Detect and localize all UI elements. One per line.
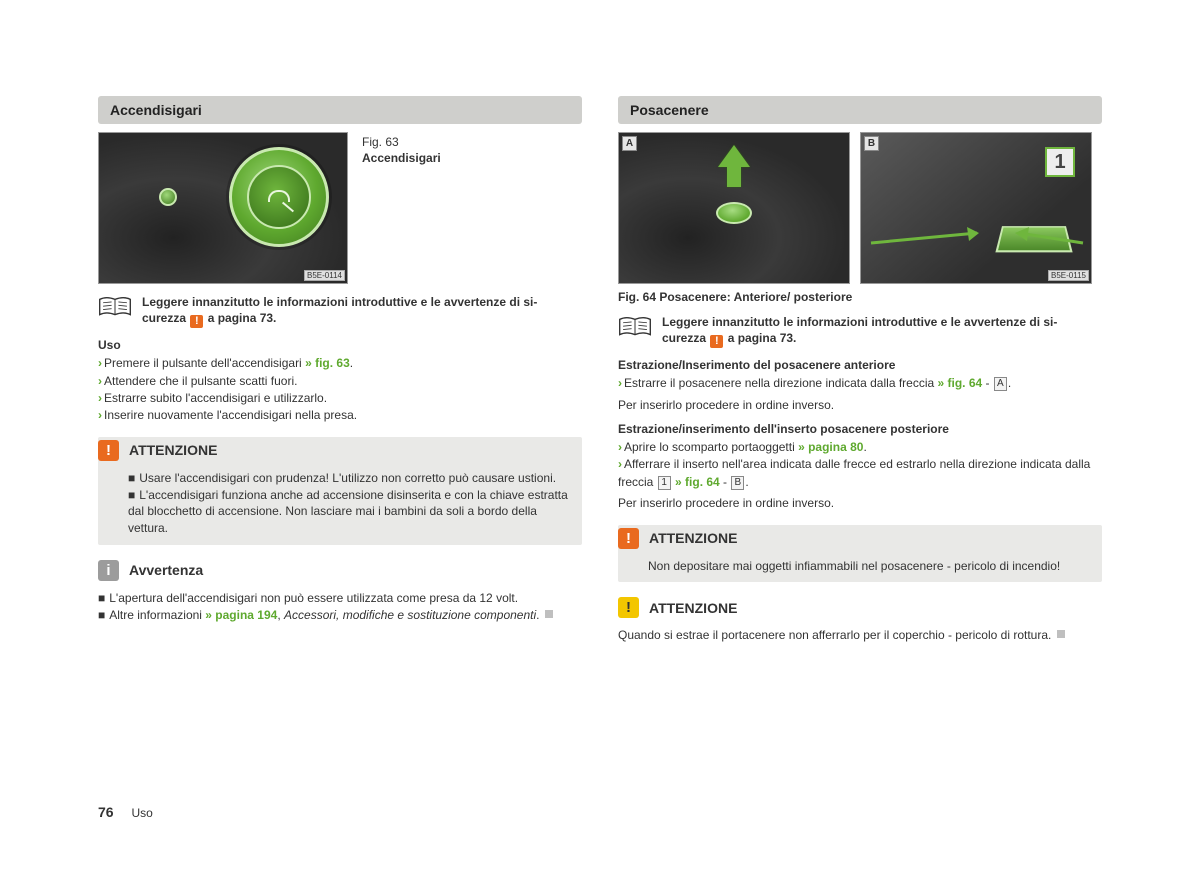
figure-63-title: Accendisigari bbox=[362, 151, 441, 165]
ref-fig64[interactable]: » fig. 64 bbox=[938, 376, 983, 390]
fig-tag-a: A bbox=[622, 136, 637, 151]
warn-icon: ! bbox=[710, 335, 723, 348]
sub1-after: Per inserirlo procedere in ordine invers… bbox=[618, 397, 1102, 414]
sub1-line: ›Estrarre il posacenere nella direzione … bbox=[618, 375, 1102, 392]
warn-icon: ! bbox=[618, 528, 639, 549]
section-header-posacenere: Posacenere bbox=[618, 96, 1102, 124]
warn-icon: ! bbox=[98, 440, 119, 461]
page-footer: 76 Uso bbox=[98, 804, 153, 820]
read-first-right: Leggere innanzitutto le informazioni int… bbox=[618, 314, 1102, 348]
figure-63-label: Fig. 63 bbox=[362, 135, 399, 149]
end-mark-icon bbox=[1057, 630, 1065, 638]
fig-callout-1: 1 bbox=[1045, 147, 1075, 177]
attenzione-right-yellow: ! ATTENZIONE Quando si estrae il portace… bbox=[618, 594, 1102, 652]
key-b: B bbox=[731, 476, 744, 490]
uso-item-4: ›Inserire nuovamente l'accendisigari nel… bbox=[98, 407, 582, 424]
sub2-line2: ›Afferrare il inserto nell'area indicata… bbox=[618, 456, 1102, 491]
sub1-heading: Estrazione/Inserimento del posacenere an… bbox=[618, 358, 1102, 372]
sub2-heading: Estrazione/inserimento dell'inserto posa… bbox=[618, 422, 1102, 436]
sub2-line1: ›Aprire lo scomparto portaoggetti » pagi… bbox=[618, 439, 1102, 456]
uso-item-2: ›Attendere che il pulsante scatti fuori. bbox=[98, 373, 582, 390]
avvertenza-left: i Avvertenza ■L'apertura dell'accendisig… bbox=[98, 557, 582, 632]
fig-tag-b: B bbox=[864, 136, 879, 151]
info-icon: i bbox=[98, 560, 119, 581]
read-first-left: Leggere innanzitutto le informazioni int… bbox=[98, 294, 582, 328]
left-column: Accendisigari B5E-0114 Fig. 63 Accendisi… bbox=[98, 96, 582, 660]
figure-64-block: A B 1 B5E-0115 bbox=[618, 132, 1102, 284]
arrow-icon bbox=[1007, 213, 1087, 253]
page-spread: Accendisigari B5E-0114 Fig. 63 Accendisi… bbox=[0, 0, 1200, 660]
book-icon bbox=[98, 294, 132, 320]
uso-heading: Uso bbox=[98, 338, 582, 352]
attenzione-right-orange: ! ATTENZIONE Non depositare mai oggetti … bbox=[618, 525, 1102, 583]
read-first-text: Leggere innanzitutto le informazioni int… bbox=[662, 314, 1057, 348]
book-icon bbox=[618, 314, 652, 340]
arrow-icon bbox=[867, 213, 987, 253]
uso-item-3: ›Estrarre subito l'accendisigari e utili… bbox=[98, 390, 582, 407]
figure-64a-image: A bbox=[618, 132, 850, 284]
avvertenza-title: Avvertenza bbox=[129, 562, 203, 578]
attenzione-body: Non depositare mai oggetti infiammabili … bbox=[618, 552, 1102, 583]
figure-64-caption: Fig. 64 Posacenere: Anteriore/ posterior… bbox=[618, 290, 1102, 304]
caution-icon: ! bbox=[618, 597, 639, 618]
figure-63-image: B5E-0114 bbox=[98, 132, 348, 284]
attenzione-left: ! ATTENZIONE ■Usare l'accendisigari con … bbox=[98, 437, 582, 545]
section-header-accendisigari: Accendisigari bbox=[98, 96, 582, 124]
attenzione-title: ATTENZIONE bbox=[129, 442, 217, 458]
attenzione-title: ATTENZIONE bbox=[649, 530, 737, 546]
page-number: 76 bbox=[98, 804, 114, 820]
ref-p80[interactable]: » pagina 80 bbox=[798, 440, 863, 454]
figure-63-code: B5E-0114 bbox=[304, 270, 345, 281]
warn-icon: ! bbox=[190, 315, 203, 328]
key-a: A bbox=[994, 377, 1007, 391]
read-first-text: Leggere innanzitutto le informazioni int… bbox=[142, 294, 537, 328]
figure-63-block: B5E-0114 Fig. 63 Accendisigari bbox=[98, 132, 582, 284]
attenzione-body: ■Usare l'accendisigari con prudenza! L'u… bbox=[98, 464, 582, 545]
end-mark-icon bbox=[545, 610, 553, 618]
figure-64-code: B5E-0115 bbox=[1048, 270, 1089, 281]
ref-p194[interactable]: » pagina 194 bbox=[205, 608, 277, 622]
attenzione-title: ATTENZIONE bbox=[649, 600, 737, 616]
figure-63-caption: Fig. 63 Accendisigari bbox=[362, 132, 441, 284]
ref-fig64b[interactable]: » fig. 64 bbox=[672, 475, 720, 489]
right-column: Posacenere A B 1 B5E-0115 bbox=[618, 96, 1102, 660]
key-1: 1 bbox=[658, 476, 671, 490]
figure-64b-image: B 1 B5E-0115 bbox=[860, 132, 1092, 284]
page-section: Uso bbox=[131, 806, 152, 820]
sub2-after: Per inserirlo procedere in ordine invers… bbox=[618, 495, 1102, 512]
uso-item-1: ›Premere il pulsante dell'accendisigari … bbox=[98, 355, 582, 372]
arrow-up-icon bbox=[718, 145, 750, 167]
ref-fig63[interactable]: » fig. 63 bbox=[305, 356, 350, 370]
